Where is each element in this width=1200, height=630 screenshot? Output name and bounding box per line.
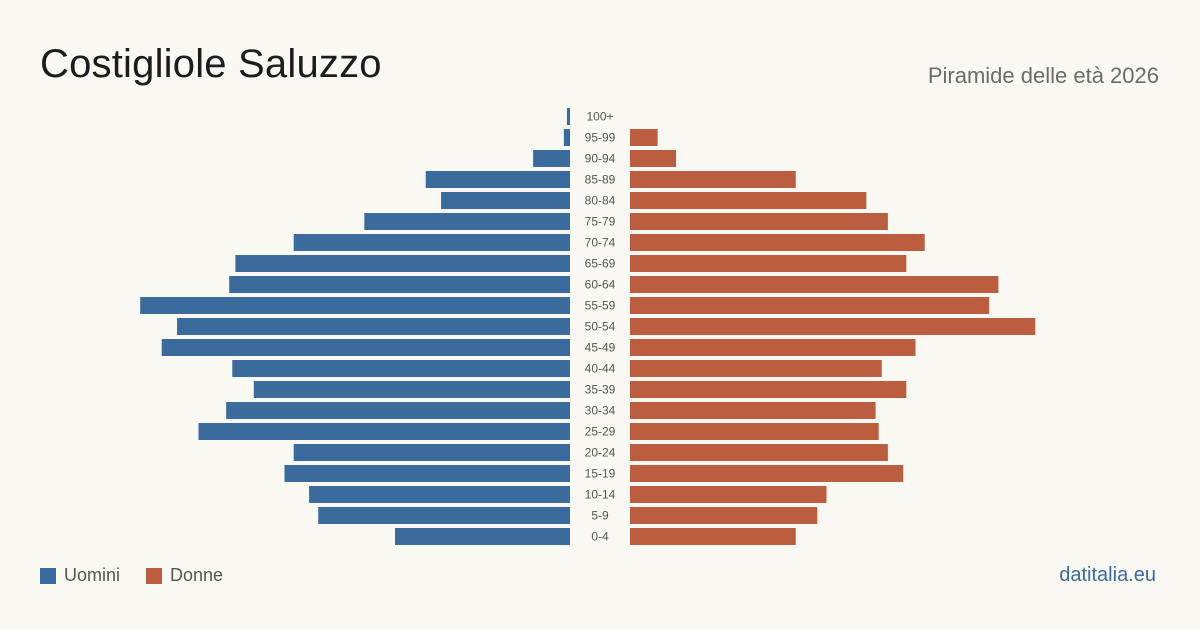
bar-men-60-64 xyxy=(229,276,571,293)
age-label-50-54: 50-54 xyxy=(585,320,616,334)
brand-link[interactable]: datitalia.eu xyxy=(1059,564,1156,586)
bar-women-55-59 xyxy=(630,297,990,314)
bar-men-70-74 xyxy=(293,234,570,251)
bar-men-35-39 xyxy=(253,381,571,398)
legend-item-women: Donne xyxy=(146,565,223,586)
bar-men-20-24 xyxy=(293,444,570,461)
bar-men-25-29 xyxy=(198,423,570,440)
age-label-10-14: 10-14 xyxy=(585,488,616,502)
legend-label-men: Uomini xyxy=(64,565,121,585)
age-label-45-49: 45-49 xyxy=(585,341,616,355)
legend-label-women: Donne xyxy=(170,565,224,585)
bar-men-30-34 xyxy=(226,402,570,419)
bar-men-55-59 xyxy=(140,297,570,314)
chart-legend: Uomini Donne xyxy=(40,565,249,586)
bar-men-0-4 xyxy=(395,528,570,545)
bar-women-0-4 xyxy=(630,528,796,545)
bar-men-85-89 xyxy=(425,171,570,188)
bar-men-100plus xyxy=(566,108,570,125)
bar-women-80-84 xyxy=(630,192,867,209)
bar-men-95-99 xyxy=(563,129,570,146)
age-label-65-69: 65-69 xyxy=(585,257,616,271)
legend-swatch-men xyxy=(40,567,56,584)
bar-men-75-79 xyxy=(364,213,570,230)
age-label-75-79: 75-79 xyxy=(585,215,616,229)
age-label-85-89: 85-89 xyxy=(585,173,616,187)
bar-men-45-49 xyxy=(161,339,570,356)
bar-women-60-64 xyxy=(630,276,999,293)
page-title: Costigliole Saluzzo xyxy=(40,42,382,86)
age-label-15-19: 15-19 xyxy=(585,467,616,481)
bar-men-5-9 xyxy=(318,507,570,524)
age-label-35-39: 35-39 xyxy=(585,383,616,397)
age-label-30-34: 30-34 xyxy=(585,404,616,418)
age-label-25-29: 25-29 xyxy=(585,425,616,439)
bar-women-5-9 xyxy=(630,507,818,524)
bar-women-45-49 xyxy=(630,339,916,356)
chart-subtitle: Piramide delle età 2026 xyxy=(927,63,1159,88)
bar-women-10-14 xyxy=(630,486,827,503)
legend-item-men: Uomini xyxy=(40,565,120,586)
legend-swatch-women xyxy=(146,567,163,584)
bar-women-95-99 xyxy=(630,129,658,146)
age-label-5-9: 5-9 xyxy=(591,509,609,523)
age-label-80-84: 80-84 xyxy=(585,194,616,208)
bar-men-10-14 xyxy=(309,486,570,503)
bar-women-35-39 xyxy=(630,381,907,398)
bar-men-15-19 xyxy=(284,465,570,482)
bar-women-85-89 xyxy=(630,171,796,188)
age-label-40-44: 40-44 xyxy=(585,362,616,376)
bar-men-65-69 xyxy=(235,255,570,272)
bar-women-75-79 xyxy=(630,213,888,230)
age-label-55-59: 55-59 xyxy=(585,299,616,313)
bar-men-80-84 xyxy=(441,192,570,209)
bar-men-40-44 xyxy=(232,360,571,377)
bar-women-15-19 xyxy=(630,465,904,482)
age-label-95-99: 95-99 xyxy=(585,131,616,145)
age-label-60-64: 60-64 xyxy=(585,278,616,292)
age-label-70-74: 70-74 xyxy=(585,236,616,250)
bar-women-70-74 xyxy=(630,234,925,251)
age-label-0-4: 0-4 xyxy=(591,530,609,544)
bar-women-50-54 xyxy=(630,318,1036,335)
bar-women-20-24 xyxy=(630,444,888,461)
bar-women-30-34 xyxy=(630,402,876,419)
age-label-90-94: 90-94 xyxy=(585,152,616,166)
bar-men-90-94 xyxy=(533,150,570,167)
bar-women-25-29 xyxy=(630,423,879,440)
bar-women-65-69 xyxy=(630,255,907,272)
bar-women-40-44 xyxy=(630,360,882,377)
age-label-20-24: 20-24 xyxy=(585,446,616,460)
bar-women-90-94 xyxy=(630,150,677,167)
age-label-100plus: 100+ xyxy=(586,110,613,124)
bar-men-50-54 xyxy=(177,318,571,335)
